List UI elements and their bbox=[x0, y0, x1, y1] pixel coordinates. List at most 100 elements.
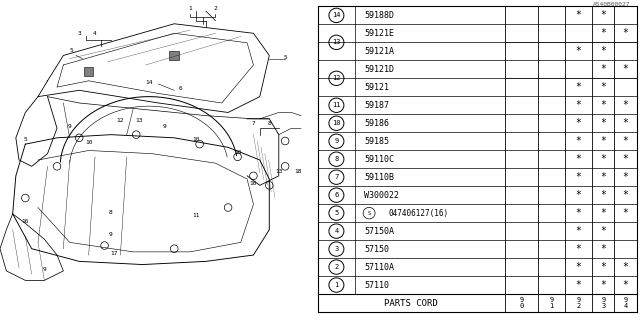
Text: 1: 1 bbox=[334, 282, 339, 288]
Text: *: * bbox=[576, 226, 582, 236]
Text: 11: 11 bbox=[332, 102, 340, 108]
Text: *: * bbox=[576, 154, 582, 164]
Text: 57150: 57150 bbox=[364, 244, 389, 253]
Text: 047406127(16): 047406127(16) bbox=[388, 209, 449, 218]
Text: *: * bbox=[600, 28, 606, 38]
Text: *: * bbox=[600, 100, 606, 110]
Text: W300022: W300022 bbox=[364, 191, 399, 200]
Text: *: * bbox=[600, 190, 606, 200]
Text: *: * bbox=[623, 64, 628, 74]
Text: *: * bbox=[623, 190, 628, 200]
Text: 9: 9 bbox=[109, 232, 113, 237]
Text: 13: 13 bbox=[275, 169, 282, 174]
Text: *: * bbox=[623, 136, 628, 146]
Bar bbox=[170, 51, 179, 60]
Text: 57110: 57110 bbox=[364, 281, 389, 290]
Text: 5: 5 bbox=[24, 137, 28, 142]
Text: *: * bbox=[600, 226, 606, 236]
Text: 9
3: 9 3 bbox=[601, 297, 605, 308]
Text: *: * bbox=[576, 46, 582, 56]
Text: *: * bbox=[576, 118, 582, 128]
Text: 7: 7 bbox=[334, 174, 339, 180]
Text: 14: 14 bbox=[145, 80, 153, 85]
Text: *: * bbox=[576, 10, 582, 20]
Text: 57150A: 57150A bbox=[364, 227, 394, 236]
Text: 59121D: 59121D bbox=[364, 65, 394, 74]
Text: 57110A: 57110A bbox=[364, 262, 394, 272]
Bar bbox=[84, 67, 93, 76]
Text: *: * bbox=[576, 280, 582, 290]
Text: *: * bbox=[576, 100, 582, 110]
Text: 10: 10 bbox=[85, 140, 92, 145]
Text: 5: 5 bbox=[284, 55, 287, 60]
Text: 3: 3 bbox=[334, 246, 339, 252]
Text: 59188D: 59188D bbox=[364, 11, 394, 20]
Text: *: * bbox=[600, 82, 606, 92]
Text: *: * bbox=[600, 172, 606, 182]
Text: *: * bbox=[623, 28, 628, 38]
Text: 59186: 59186 bbox=[364, 119, 389, 128]
Text: *: * bbox=[600, 280, 606, 290]
Text: 6: 6 bbox=[179, 86, 182, 91]
Text: 9: 9 bbox=[68, 124, 72, 129]
Text: 14: 14 bbox=[332, 12, 340, 18]
Text: PARTS CORD: PARTS CORD bbox=[385, 299, 438, 308]
Text: 7: 7 bbox=[252, 121, 255, 126]
Text: *: * bbox=[623, 262, 628, 272]
Text: *: * bbox=[600, 64, 606, 74]
Text: *: * bbox=[600, 10, 606, 20]
Text: 2: 2 bbox=[334, 264, 339, 270]
Text: 9
2: 9 2 bbox=[577, 297, 580, 308]
Text: 59110C: 59110C bbox=[364, 155, 394, 164]
Text: 8: 8 bbox=[109, 210, 113, 215]
Text: *: * bbox=[623, 208, 628, 218]
Text: *: * bbox=[576, 82, 582, 92]
Text: 8: 8 bbox=[334, 156, 339, 162]
Text: 4: 4 bbox=[93, 31, 97, 36]
Text: *: * bbox=[623, 118, 628, 128]
Text: 12: 12 bbox=[332, 75, 340, 81]
Text: 10: 10 bbox=[332, 120, 340, 126]
Text: *: * bbox=[576, 172, 582, 182]
Text: 9: 9 bbox=[163, 124, 166, 129]
Text: 9
0: 9 0 bbox=[519, 297, 524, 308]
Text: 9
1: 9 1 bbox=[549, 297, 554, 308]
Text: 6: 6 bbox=[334, 192, 339, 198]
Text: S: S bbox=[367, 211, 371, 216]
Text: 13: 13 bbox=[136, 118, 143, 123]
Text: 5: 5 bbox=[70, 48, 74, 53]
Text: 10: 10 bbox=[250, 181, 257, 186]
Text: 5: 5 bbox=[334, 210, 339, 216]
Text: 9: 9 bbox=[42, 267, 46, 272]
Text: *: * bbox=[576, 244, 582, 254]
Text: 12: 12 bbox=[116, 118, 124, 123]
Text: *: * bbox=[623, 154, 628, 164]
Text: *: * bbox=[600, 136, 606, 146]
Text: 59187: 59187 bbox=[364, 101, 389, 110]
Text: 2: 2 bbox=[214, 5, 218, 11]
Text: 13: 13 bbox=[332, 39, 340, 45]
Text: 59185: 59185 bbox=[364, 137, 389, 146]
Text: 10: 10 bbox=[193, 137, 200, 142]
Text: *: * bbox=[600, 154, 606, 164]
Text: 1: 1 bbox=[188, 5, 192, 11]
Text: 3: 3 bbox=[77, 31, 81, 36]
Text: 9: 9 bbox=[334, 138, 339, 144]
Text: 17: 17 bbox=[110, 251, 118, 256]
Text: 8: 8 bbox=[268, 121, 271, 126]
Text: 59110B: 59110B bbox=[364, 173, 394, 182]
Text: 59121E: 59121E bbox=[364, 29, 394, 38]
Text: *: * bbox=[600, 262, 606, 272]
Text: 59121: 59121 bbox=[364, 83, 389, 92]
Text: *: * bbox=[576, 208, 582, 218]
Text: 4: 4 bbox=[334, 228, 339, 234]
Text: *: * bbox=[576, 136, 582, 146]
Text: *: * bbox=[600, 208, 606, 218]
Text: *: * bbox=[600, 118, 606, 128]
Text: 18: 18 bbox=[294, 169, 301, 174]
Text: 11: 11 bbox=[193, 213, 200, 218]
Text: *: * bbox=[600, 244, 606, 254]
Text: 9
4: 9 4 bbox=[623, 297, 628, 308]
Text: *: * bbox=[623, 280, 628, 290]
Text: A540B00027: A540B00027 bbox=[593, 2, 630, 7]
